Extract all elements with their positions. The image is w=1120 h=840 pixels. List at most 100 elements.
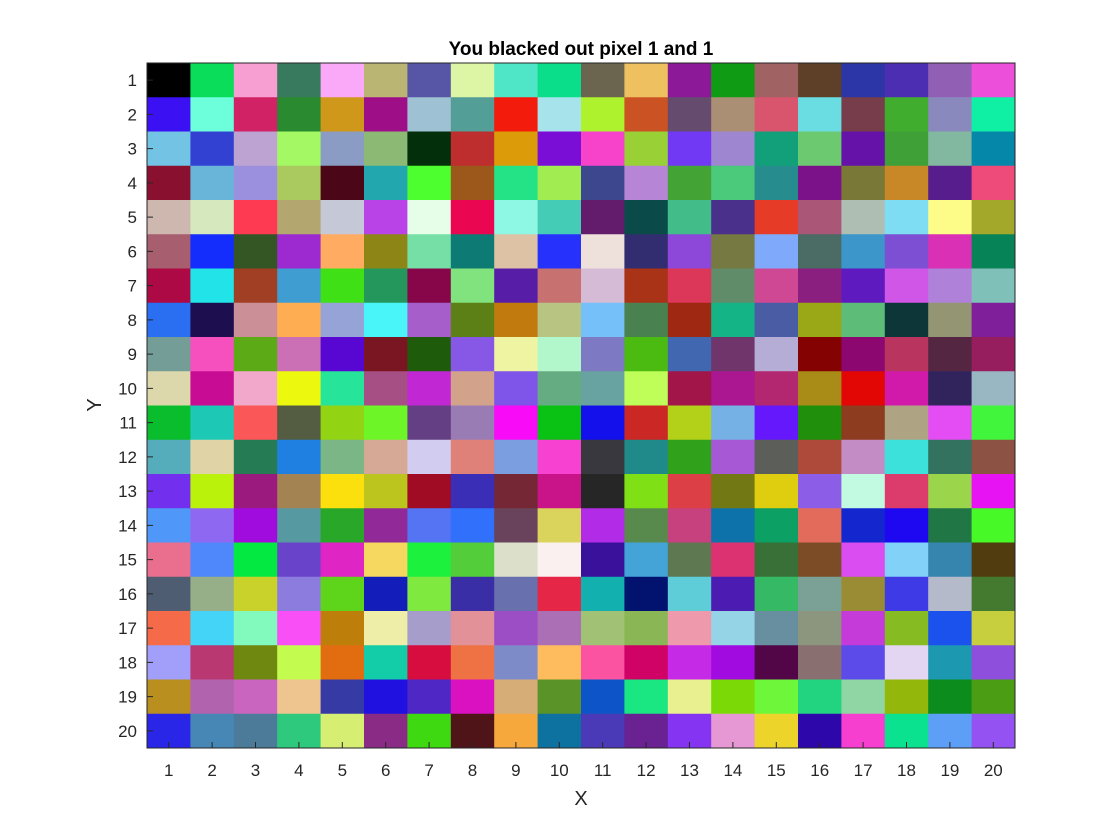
heatmap-cell: [754, 63, 799, 98]
heatmap-cell: [711, 165, 755, 201]
heatmap-cell: [711, 371, 755, 406]
heatmap-cell: [754, 268, 799, 304]
heatmap-cell: [537, 234, 582, 269]
heatmap-cell: [364, 405, 408, 441]
heatmap-cell: [754, 645, 799, 680]
heatmap-cell: [581, 439, 625, 475]
x-tick-label: 5: [338, 761, 347, 780]
heatmap-cell: [277, 474, 321, 509]
heatmap-cell: [624, 439, 669, 475]
heatmap-cell: [928, 576, 972, 612]
heatmap-cell: [667, 611, 712, 646]
heatmap-cell: [928, 645, 972, 680]
heatmap-cell: [190, 234, 235, 269]
heatmap-cell: [581, 268, 625, 304]
heatmap-cell: [667, 542, 712, 578]
heatmap-cell: [667, 474, 712, 509]
heatmap-cell: [798, 508, 842, 543]
heatmap-cell: [450, 97, 495, 132]
heatmap-cell: [364, 234, 408, 269]
heatmap-cell: [884, 645, 929, 680]
y-tick-label: 7: [128, 277, 137, 296]
heatmap-cell: [754, 165, 799, 201]
heatmap-cell: [450, 439, 495, 475]
heatmap-cell: [450, 611, 495, 646]
heatmap-cell: [233, 302, 278, 338]
heatmap-cell: [624, 63, 669, 98]
heatmap-cell: [450, 645, 495, 680]
heatmap-cell: [407, 97, 452, 132]
heatmap-cell: [884, 97, 929, 132]
heatmap-cell: [928, 97, 972, 132]
heatmap-cell: [928, 542, 972, 578]
heatmap-cell: [277, 97, 321, 132]
heatmap-cell: [754, 337, 799, 372]
heatmap-cell: [667, 371, 712, 406]
y-tick-label: 10: [118, 379, 137, 398]
heatmap-cell: [364, 63, 408, 98]
heatmap-cell: [277, 234, 321, 269]
heatmap-cell: [364, 131, 408, 167]
heatmap-cell: [233, 371, 278, 406]
heatmap-cell: [971, 302, 1016, 338]
heatmap-cell: [320, 474, 365, 509]
heatmap-cell: [667, 405, 712, 441]
heatmap-cell: [537, 337, 582, 372]
heatmap-cell: [233, 576, 278, 612]
heatmap-cell: [884, 302, 929, 338]
heatmap-cell: [233, 474, 278, 509]
heatmap-cell: [754, 576, 799, 612]
heatmap-cell: [841, 268, 886, 304]
heatmap-cell: [537, 679, 582, 715]
chart-title: You blacked out pixel 1 and 1: [449, 39, 714, 60]
heatmap-cell: [581, 200, 625, 235]
heatmap-cell: [928, 371, 972, 406]
axes: [146, 62, 1016, 749]
heatmap-cell: [667, 439, 712, 475]
heatmap-cell: [537, 645, 582, 680]
heatmap-cell: [798, 63, 842, 98]
heatmap-cell: [884, 63, 929, 98]
heatmap-cell: [147, 97, 191, 132]
heatmap-cell: [928, 200, 972, 235]
heatmap-cell: [147, 63, 191, 98]
heatmap-cell: [711, 97, 755, 132]
heatmap-cell: [841, 645, 886, 680]
y-tick-label: 3: [128, 140, 137, 159]
heatmap-cell: [798, 200, 842, 235]
y-tick-label: 6: [128, 242, 137, 261]
heatmap-cell: [798, 337, 842, 372]
heatmap-cell: [928, 474, 972, 509]
heatmap-cell: [667, 576, 712, 612]
heatmap-cell: [320, 302, 365, 338]
heatmap-cell: [320, 131, 365, 167]
heatmap-cell: [581, 63, 625, 98]
heatmap-cell: [971, 200, 1016, 235]
x-axis-label: X: [574, 788, 587, 810]
heatmap-cell: [971, 165, 1016, 201]
heatmap-cell: [450, 200, 495, 235]
heatmap-cell: [320, 576, 365, 612]
heatmap-cell: [320, 371, 365, 406]
heatmap-cell: [711, 474, 755, 509]
heatmap-cell: [971, 576, 1016, 612]
heatmap-cell: [624, 200, 669, 235]
heatmap-cell: [277, 165, 321, 201]
heatmap-cell: [407, 645, 452, 680]
heatmap-cell: [494, 542, 538, 578]
heatmap-cell: [450, 405, 495, 441]
heatmap-cell: [364, 302, 408, 338]
heatmap-cell: [841, 234, 886, 269]
heatmap-cell: [884, 542, 929, 578]
heatmap-cell: [711, 576, 755, 612]
heatmap-cell: [450, 474, 495, 509]
y-tick-label: 15: [118, 551, 137, 570]
heatmap-cell: [277, 200, 321, 235]
heatmap-cell: [450, 371, 495, 406]
heatmap-cell: [407, 131, 452, 167]
heatmap-cell: [711, 234, 755, 269]
heatmap-cell: [841, 165, 886, 201]
heatmap-cell: [233, 131, 278, 167]
heatmap-cell: [841, 405, 886, 441]
heatmap-cell: [711, 268, 755, 304]
